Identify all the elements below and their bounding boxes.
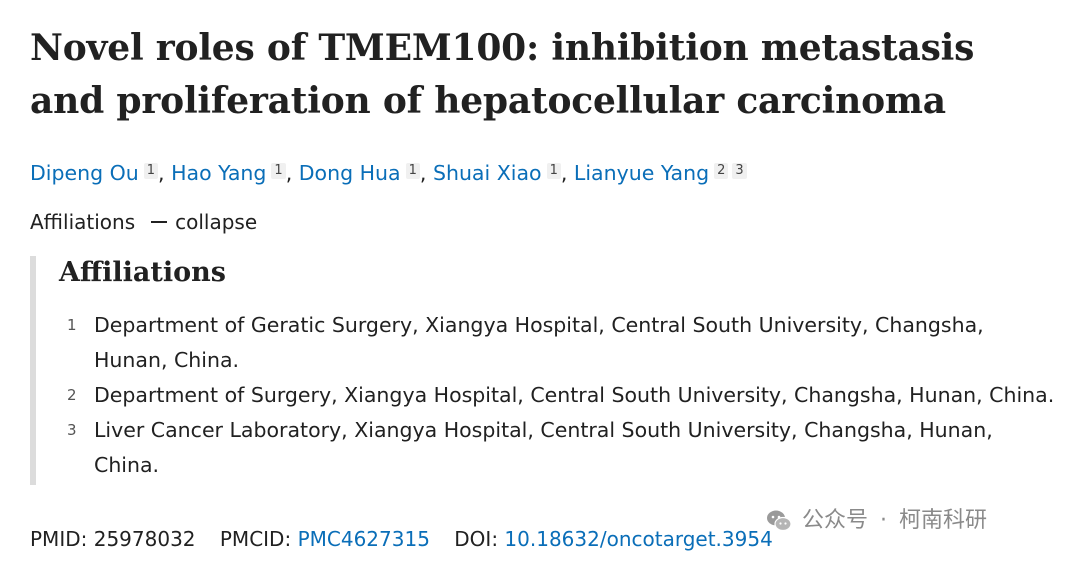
author-affiliation-ref[interactable]: 3	[732, 163, 747, 179]
author-affiliation-ref[interactable]: 2	[714, 163, 729, 179]
article-title: Novel roles of TMEM100: inhibition metas…	[30, 27, 975, 122]
affiliations-heading: Affiliations	[59, 257, 226, 288]
wechat-icon	[767, 510, 792, 532]
affiliation-number: 2	[67, 386, 77, 404]
affiliations-toggle[interactable]: Affiliations collapse	[30, 209, 1060, 235]
affiliation-text: Department of Surgery, Xiangya Hospital,…	[94, 383, 1055, 407]
author-link-ou[interactable]: Dipeng Ou	[30, 161, 139, 185]
author-link-hua[interactable]: Dong Hua	[298, 161, 401, 185]
author-link-xiao[interactable]: Shuai Xiao	[432, 161, 542, 185]
collapse-icon	[151, 221, 168, 223]
doi-link[interactable]: 10.18632/oncotarget.3954	[504, 527, 773, 551]
author-affiliation-ref[interactable]: 1	[271, 163, 286, 179]
watermark-dot: ·	[880, 508, 888, 533]
affiliations-toggle-label: Affiliations	[30, 210, 136, 234]
pmid-value: 25978032	[93, 527, 196, 551]
author-separator: ,	[419, 161, 427, 185]
author-separator: ,	[285, 161, 293, 185]
affiliations-panel: Affiliations 1 Department of Geratic Sur…	[30, 256, 1060, 485]
watermark-source: 公众号	[802, 508, 869, 533]
author-affiliation-ref[interactable]: 1	[143, 163, 159, 179]
affiliations-list: 1 Department of Geratic Surgery, Xiangya…	[59, 308, 1060, 483]
affiliation-item: 2 Department of Surgery, Xiangya Hospita…	[59, 378, 1060, 413]
author-separator: ,	[560, 161, 568, 185]
affiliation-number: 1	[67, 316, 77, 334]
article-header: Novel roles of TMEM100: inhibition metas…	[30, 22, 1060, 553]
pmid-label: PMID:	[30, 527, 88, 551]
affiliation-text: Liver Cancer Laboratory, Xiangya Hospita…	[94, 418, 993, 477]
affiliation-item: 1 Department of Geratic Surgery, Xiangya…	[59, 308, 1060, 378]
pmcid-label: PMCID:	[219, 527, 292, 551]
affiliation-item: 3 Liver Cancer Laboratory, Xiangya Hospi…	[59, 413, 1060, 483]
doi-label: DOI:	[454, 527, 499, 551]
author-affiliation-ref[interactable]: 1	[546, 163, 561, 179]
affiliation-number: 3	[67, 421, 77, 439]
author-list: Dipeng Ou 1, Hao Yang 1, Dong Hua 1, Shuai …	[30, 159, 1060, 187]
affiliation-text: Department of Geratic Surgery, Xiangya H…	[94, 313, 984, 372]
pmcid-link[interactable]: PMC4627315	[297, 527, 430, 551]
article-identifiers: PMID: 25978032 PMCID: PMC4627315 DOI: 10…	[30, 525, 1060, 553]
author-separator: ,	[158, 161, 165, 185]
author-affiliation-ref[interactable]: 1	[405, 163, 420, 179]
watermark-name: 柯南科研	[899, 508, 988, 533]
author-link-yang-hao[interactable]: Hao Yang	[171, 161, 267, 185]
affiliations-toggle-action[interactable]: collapse	[175, 210, 258, 234]
watermark: 公众号 · 柯南科研	[766, 505, 987, 537]
author-link-yang-lianyue[interactable]: Lianyue Yang	[573, 161, 710, 185]
